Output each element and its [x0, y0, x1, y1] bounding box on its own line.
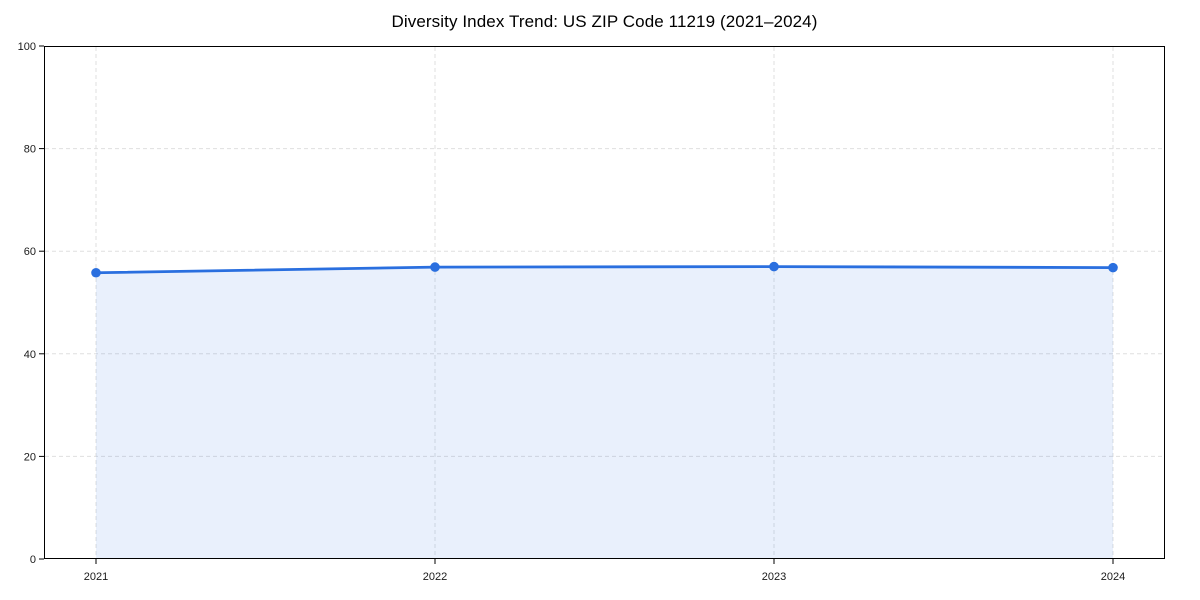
chart-title: Diversity Index Trend: US ZIP Code 11219…: [391, 12, 818, 31]
area-fill: [96, 266, 1113, 559]
x-axis-tick-label: 2021: [84, 571, 108, 583]
plot-frame: [44, 46, 1165, 559]
x-axis-tick-label: 2022: [423, 571, 447, 583]
y-axis-tick-label: 0: [30, 554, 36, 566]
data-point: [769, 261, 779, 272]
data-point: [430, 262, 440, 272]
y-axis-tick-label: 20: [24, 451, 36, 463]
x-axis-tick-label: 2024: [1101, 571, 1125, 583]
trend-line: [94, 265, 1115, 275]
y-axis-tick-label: 60: [24, 246, 36, 258]
y-axis-tick-label: 80: [24, 144, 36, 156]
data-point: [91, 267, 101, 278]
x-axis-tick-label: 2023: [762, 571, 786, 583]
y-axis-tick-label: 40: [24, 349, 36, 361]
y-axis-tick-label: 100: [18, 41, 36, 53]
data-point: [1108, 262, 1118, 273]
